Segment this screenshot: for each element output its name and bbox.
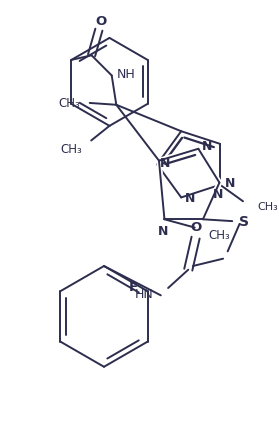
Text: CH₃: CH₃ (258, 201, 278, 211)
Text: CH₃: CH₃ (60, 143, 82, 156)
Text: CH₃: CH₃ (59, 97, 81, 110)
Text: HN: HN (135, 287, 153, 300)
Text: N: N (225, 177, 235, 190)
Text: N: N (157, 224, 168, 237)
Text: N: N (202, 139, 213, 152)
Text: O: O (190, 220, 201, 233)
Text: O: O (95, 15, 106, 28)
Text: CH₃: CH₃ (208, 229, 230, 242)
Text: N: N (185, 191, 196, 204)
Text: NH: NH (117, 68, 136, 81)
Text: N: N (160, 157, 170, 170)
Text: S: S (239, 215, 249, 229)
Text: N: N (213, 188, 223, 201)
Text: F: F (128, 280, 138, 293)
